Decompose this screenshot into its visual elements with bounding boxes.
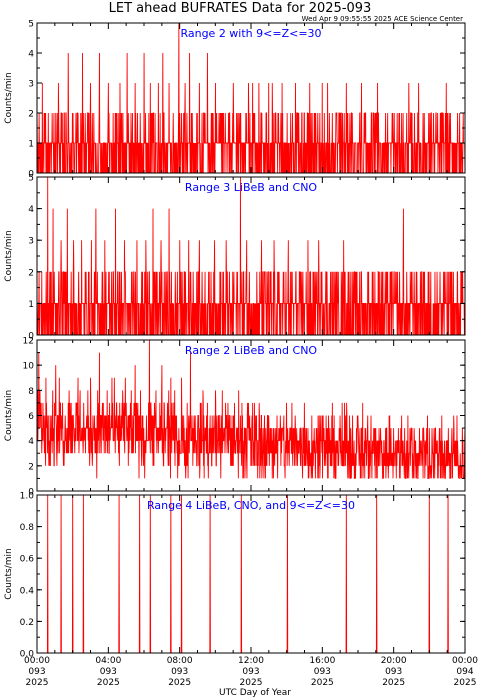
- y-tick-label: 2: [28, 110, 34, 120]
- x-tick-label: 093: [242, 667, 259, 677]
- x-tick-label: 00:00: [452, 656, 478, 666]
- y-tick-label: 1.0: [20, 492, 35, 502]
- panel-2: 0 1 2 3 4 5 Counts/min Range 3 LiBeB and CNO: [4, 174, 466, 342]
- timestamp-label: Wed Apr 9 09:55:55 2025 ACE Science Cent…: [302, 15, 463, 23]
- y-tick-label: 4: [28, 437, 34, 447]
- x-tick-label: 00:00: [24, 656, 50, 666]
- panel-title: Range 4 LiBeB, CNO, and 9<=Z<=30: [147, 499, 355, 512]
- x-axis-label: UTC Day of Year: [219, 688, 291, 698]
- x-tick-label: 2025: [454, 678, 477, 688]
- x-tick-label: 2025: [382, 678, 405, 688]
- x-tick-label: 093: [171, 667, 188, 677]
- x-tick-label: 2025: [240, 678, 263, 688]
- y-tick-label: 4: [28, 50, 34, 60]
- x-tick-label: 12:00: [238, 656, 264, 666]
- y-axis-label: Counts/min: [4, 72, 14, 123]
- y-tick-label: 0.8: [20, 523, 35, 533]
- x-tick-label: 2025: [168, 678, 191, 688]
- x-tick-label: 2025: [97, 678, 120, 688]
- y-tick-label: 0.2: [20, 618, 34, 628]
- y-tick-label: 0.4: [20, 586, 35, 596]
- y-tick-label: 10: [23, 362, 35, 372]
- x-tick-label: 16:00: [309, 656, 335, 666]
- y-tick-label: 3: [28, 80, 34, 90]
- x-tick-label: 20:00: [381, 656, 407, 666]
- x-tick-label: 094: [456, 667, 473, 677]
- y-tick-label: 2: [28, 268, 34, 278]
- y-axis-label: Counts/min: [4, 390, 14, 441]
- y-tick-label: 12: [23, 337, 34, 347]
- x-tick-label: 093: [314, 667, 331, 677]
- y-tick-label: 2: [28, 462, 34, 472]
- y-tick-label: 8: [28, 387, 34, 397]
- series-line: [36, 176, 466, 336]
- y-tick-label: 5: [28, 174, 34, 184]
- y-tick-label: 0: [28, 332, 34, 342]
- x-tick-label: 08:00: [167, 656, 193, 666]
- y-tick-label: 0: [28, 170, 34, 180]
- y-tick-label: 0.0: [20, 650, 35, 660]
- panel-4: 0.0 0.2 0.4 0.6 0.8 1.0 Counts/min Range 4 LiBe…: [4, 492, 466, 660]
- panel-title: Range 3 LiBeB and CNO: [185, 181, 317, 194]
- panel-1: 0 1 2 3 4 5 Counts/min Range 2 with 9<=Z<=30: [4, 20, 466, 180]
- y-tick-label: 4: [28, 205, 34, 215]
- chart-title: LET ahead BUFRATES Data for 2025-093: [109, 1, 372, 16]
- y-tick-label: 5: [28, 20, 34, 30]
- x-tick-label: 093: [28, 667, 45, 677]
- y-tick-label: 1: [28, 300, 34, 310]
- y-tick-label: 0.6: [20, 555, 35, 565]
- x-tick-label: 093: [385, 667, 402, 677]
- y-tick-label: 0: [28, 488, 34, 498]
- panel-3: 0 2 4 6 8 10 12 Counts/min Range 2 LiBeB and CNO: [4, 337, 466, 498]
- x-tick-label: 04:00: [95, 656, 121, 666]
- x-tick-label: 093: [100, 667, 117, 677]
- y-tick-label: 1: [28, 140, 34, 150]
- panel-title: Range 2 with 9<=Z<=30: [180, 27, 321, 40]
- y-tick-label: 6: [28, 412, 34, 422]
- x-tick-label: 2025: [311, 678, 334, 688]
- series-line: [36, 339, 466, 479]
- panel-title: Range 2 LiBeB and CNO: [185, 344, 317, 357]
- y-axis-label: Counts/min: [4, 548, 14, 599]
- y-tick-label: 3: [28, 237, 34, 247]
- y-axis-label: Counts/min: [4, 230, 14, 281]
- x-tick-label: 2025: [26, 678, 49, 688]
